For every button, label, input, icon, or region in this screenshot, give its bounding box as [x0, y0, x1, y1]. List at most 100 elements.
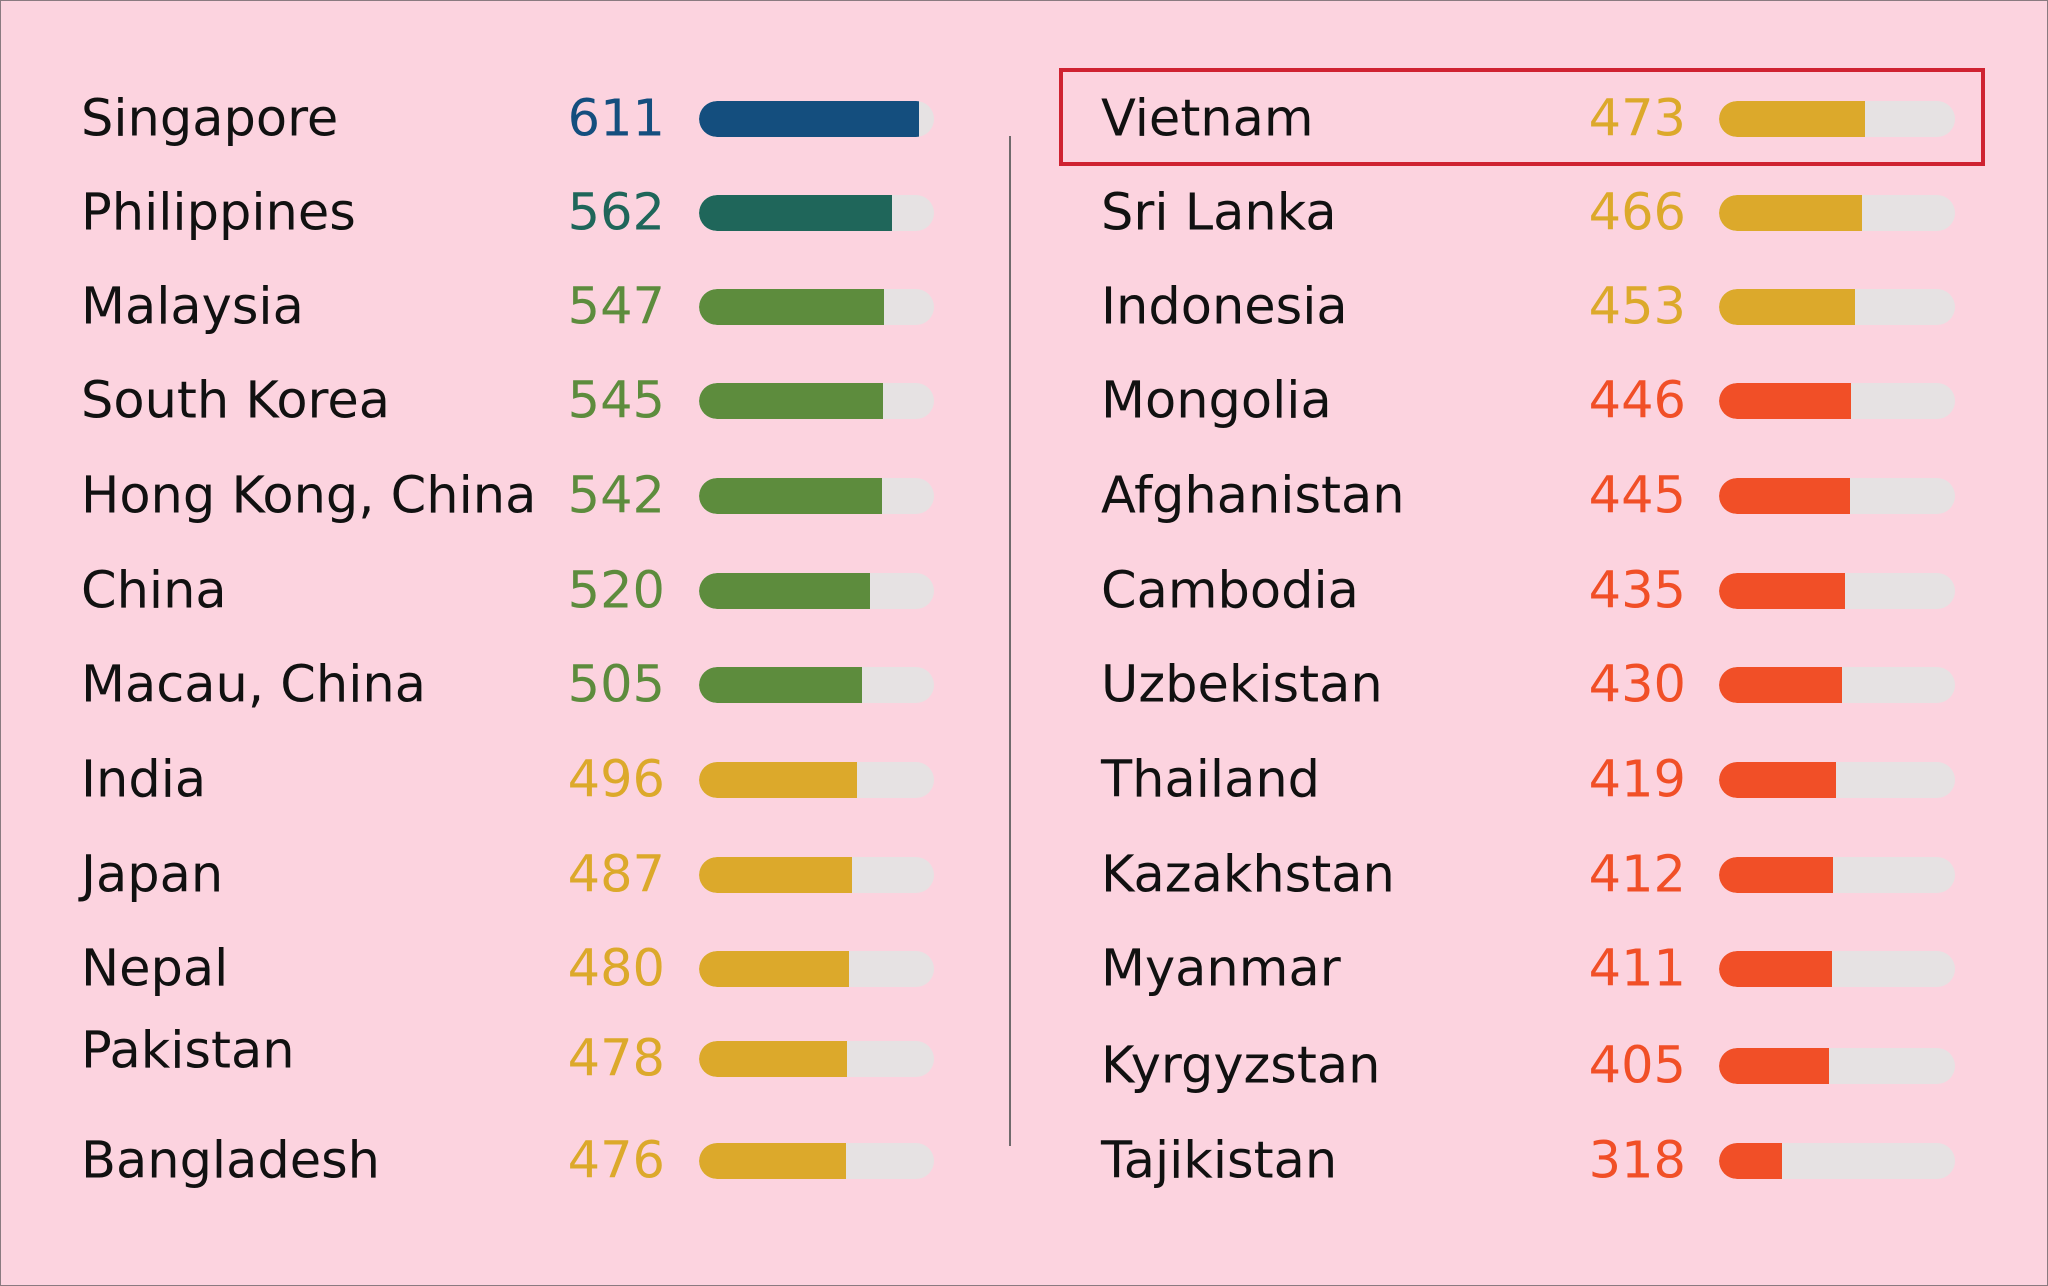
score-bar: [1719, 667, 1842, 703]
score-label: 505: [567, 655, 665, 715]
ranking-row: Indonesia 453: [1101, 259, 1955, 355]
ranking-row: Bangladesh 476: [81, 1113, 934, 1209]
country-label: Indonesia: [1101, 277, 1348, 337]
score-label: 496: [567, 750, 665, 810]
country-label: Tajikistan: [1101, 1131, 1338, 1191]
score-label: 476: [567, 1131, 665, 1191]
score-label: 419: [1588, 750, 1686, 810]
ranking-row: Kazakhstan 412: [1101, 827, 1955, 923]
score-bar-track: [699, 289, 934, 325]
score-bar-track: [1719, 289, 1955, 325]
ranking-row: Vietnam 473: [1101, 71, 1955, 167]
score-bar-track: [1719, 101, 1955, 137]
ranking-row: India 496: [81, 732, 934, 828]
ranking-row: Uzbekistan 430: [1101, 637, 1955, 733]
column-divider: [1009, 136, 1011, 1146]
score-label: 480: [567, 939, 665, 999]
country-label: Philippines: [81, 183, 356, 243]
ranking-row: Malaysia 547: [81, 259, 934, 355]
score-label: 611: [567, 89, 665, 149]
ranking-row: Kyrgyzstan 405: [1101, 1018, 1955, 1114]
country-label: Vietnam: [1101, 89, 1314, 149]
ranking-row: Hong Kong, China 542: [81, 448, 934, 544]
score-label: 473: [1588, 89, 1686, 149]
country-label: Bangladesh: [81, 1131, 381, 1191]
score-label: 453: [1588, 277, 1686, 337]
score-bar: [1719, 573, 1845, 609]
ranking-row: Japan 487: [81, 827, 934, 923]
score-bar-track: [1719, 1143, 1955, 1179]
country-label: Sri Lanka: [1101, 183, 1337, 243]
score-bar-track: [699, 383, 934, 419]
score-bar: [699, 951, 849, 987]
country-label: Japan: [81, 845, 224, 905]
score-label: 547: [567, 277, 665, 337]
score-label: 430: [1588, 655, 1686, 715]
country-label: China: [81, 561, 227, 621]
country-label: Malaysia: [81, 277, 304, 337]
score-label: 562: [567, 183, 665, 243]
ranking-row: Tajikistan 318: [1101, 1113, 1955, 1209]
ranking-row: Afghanistan 445: [1101, 448, 1955, 544]
score-bar: [1719, 1143, 1782, 1179]
country-label: India: [81, 750, 207, 810]
country-label: Pakistan: [81, 1021, 295, 1081]
score-label: 466: [1588, 183, 1686, 243]
score-bar: [699, 195, 892, 231]
ranking-row: Macau, China 505: [81, 637, 934, 733]
ranking-row: Pakistan 478: [81, 1011, 934, 1107]
score-bar-track: [1719, 195, 1955, 231]
score-bar: [1719, 289, 1855, 325]
score-label: 446: [1588, 371, 1686, 431]
score-bar-track: [699, 195, 934, 231]
score-bar: [1719, 195, 1862, 231]
country-label: Afghanistan: [1101, 466, 1405, 526]
score-bar: [699, 289, 884, 325]
ranking-row: Sri Lanka 466: [1101, 165, 1955, 261]
score-label: 478: [567, 1029, 665, 1089]
score-label: 542: [567, 466, 665, 526]
score-bar: [699, 101, 919, 137]
country-label: Thailand: [1101, 750, 1321, 810]
country-label: Nepal: [81, 939, 229, 999]
score-label: 445: [1588, 466, 1686, 526]
score-bar: [1719, 857, 1833, 893]
score-bar-track: [699, 478, 934, 514]
country-label: Singapore: [81, 89, 339, 149]
score-bar-track: [699, 1041, 934, 1077]
score-bar: [699, 1143, 846, 1179]
country-label: Hong Kong, China: [81, 466, 537, 526]
score-bar-track: [1719, 857, 1955, 893]
country-label: Macau, China: [81, 655, 426, 715]
score-label: 520: [567, 561, 665, 621]
score-bar-track: [699, 101, 934, 137]
country-label: Kyrgyzstan: [1101, 1036, 1381, 1096]
ranking-row: China 520: [81, 543, 934, 639]
score-bar-track: [1719, 1048, 1955, 1084]
score-bar-track: [699, 951, 934, 987]
score-bar-track: [1719, 478, 1955, 514]
score-bar-track: [1719, 667, 1955, 703]
country-label: South Korea: [81, 371, 391, 431]
score-bar: [699, 857, 852, 893]
score-bar: [699, 383, 883, 419]
score-bar: [1719, 762, 1836, 798]
score-label: 412: [1588, 845, 1686, 905]
ranking-row: Mongolia 446: [1101, 353, 1955, 449]
score-bar-track: [699, 762, 934, 798]
country-label: Mongolia: [1101, 371, 1332, 431]
score-label: 411: [1588, 939, 1686, 999]
ranking-row: South Korea 545: [81, 353, 934, 449]
score-bar-track: [1719, 383, 1955, 419]
score-bar-track: [699, 573, 934, 609]
score-bar-track: [699, 1143, 934, 1179]
score-bar: [1719, 951, 1832, 987]
score-bar-track: [1719, 951, 1955, 987]
score-label: 487: [567, 845, 665, 905]
score-bar: [699, 667, 862, 703]
score-bar: [699, 1041, 847, 1077]
country-label: Kazakhstan: [1101, 845, 1395, 905]
score-label: 545: [567, 371, 665, 431]
score-bar-track: [699, 857, 934, 893]
